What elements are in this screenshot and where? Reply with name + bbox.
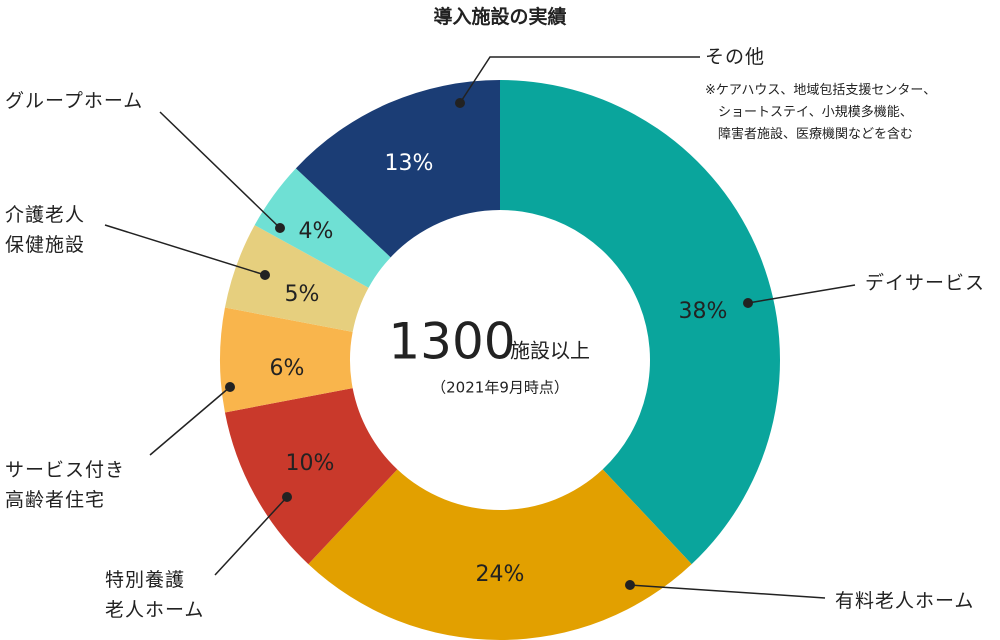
leader-dot	[275, 223, 285, 233]
leader-line	[214, 496, 288, 576]
donut-segment	[308, 469, 692, 640]
value-label: 4%	[299, 219, 334, 244]
donut-segment	[500, 80, 781, 565]
category-label: サービス付き 高齢者住宅	[5, 459, 126, 511]
donut-segment	[224, 388, 398, 565]
category-label: 介護老人 保健施設	[5, 204, 86, 256]
leader-dot	[743, 298, 753, 308]
donut-segment	[220, 307, 353, 413]
leader-line	[629, 584, 826, 599]
other-note: ※ケアハウス、地域包括支援センター、 ショートステイ、小規模多機能、 障害者施設…	[705, 83, 937, 142]
value-label: 24%	[476, 562, 525, 587]
category-label: デイサービス	[865, 272, 986, 294]
donut-segment	[295, 80, 500, 258]
leader-dot	[625, 580, 635, 590]
leader-dot	[455, 98, 465, 108]
leader-dot	[225, 382, 235, 392]
value-label: 10%	[286, 451, 335, 476]
leader-line	[747, 284, 856, 304]
donut-segment	[224, 225, 369, 332]
category-label: 有料老人ホーム	[835, 590, 975, 612]
leader-line	[459, 56, 700, 104]
value-label: 38%	[679, 299, 728, 324]
value-label: 13%	[385, 151, 434, 176]
value-label: 6%	[270, 356, 305, 381]
donut-segment	[254, 168, 391, 288]
leader-line	[104, 224, 266, 276]
category-label: 特別養護 老人ホーム	[105, 569, 205, 621]
value-label: 5%	[285, 282, 320, 307]
leader-dot	[282, 492, 292, 502]
leader-line	[159, 111, 281, 229]
leader-line	[149, 386, 231, 456]
category-label: その他	[705, 46, 766, 68]
category-label: グループホーム	[5, 90, 144, 112]
chart-title: 導入施設の実績	[433, 6, 567, 28]
center-unit: 施設以上	[510, 339, 590, 363]
center-number: 1300	[388, 313, 515, 371]
center-note: （2021年9月時点）	[431, 379, 569, 397]
leader-dot	[260, 270, 270, 280]
